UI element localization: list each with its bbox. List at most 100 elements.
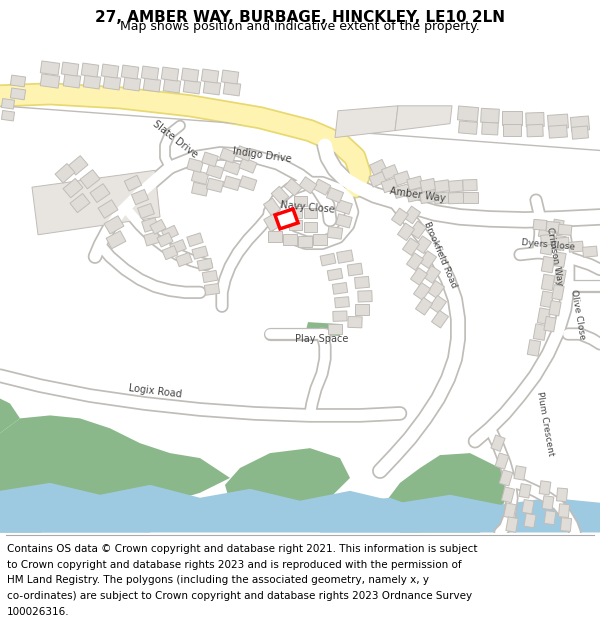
Polygon shape <box>533 324 547 341</box>
Polygon shape <box>448 192 464 204</box>
Polygon shape <box>1 111 14 121</box>
Polygon shape <box>1 99 14 109</box>
Polygon shape <box>333 311 347 321</box>
Polygon shape <box>61 62 79 76</box>
Polygon shape <box>80 169 100 189</box>
Text: HM Land Registry. The polygons (including the associated geometry, namely x, y: HM Land Registry. The polygons (includin… <box>7 576 429 586</box>
Polygon shape <box>55 164 75 183</box>
Polygon shape <box>554 237 569 248</box>
Polygon shape <box>144 232 160 246</box>
Polygon shape <box>202 271 218 282</box>
Polygon shape <box>415 298 433 315</box>
Polygon shape <box>305 322 342 336</box>
Polygon shape <box>63 179 83 198</box>
Polygon shape <box>304 222 317 232</box>
Text: 27, AMBER WAY, BURBAGE, HINCKLEY, LE10 2LN: 27, AMBER WAY, BURBAGE, HINCKLEY, LE10 2… <box>95 10 505 25</box>
Polygon shape <box>355 276 370 289</box>
Polygon shape <box>556 488 568 502</box>
Polygon shape <box>499 470 513 486</box>
Polygon shape <box>526 112 544 127</box>
Polygon shape <box>495 453 509 469</box>
Polygon shape <box>503 124 521 136</box>
Polygon shape <box>420 191 436 204</box>
Polygon shape <box>32 170 160 235</box>
Polygon shape <box>163 79 181 93</box>
Text: Navy Close: Navy Close <box>280 199 335 214</box>
Polygon shape <box>239 176 257 191</box>
Polygon shape <box>347 263 362 276</box>
Polygon shape <box>123 77 141 91</box>
Polygon shape <box>142 217 158 232</box>
Polygon shape <box>320 253 336 266</box>
Polygon shape <box>106 231 126 249</box>
Polygon shape <box>395 106 452 131</box>
Text: Dyers Close: Dyers Close <box>521 238 575 251</box>
Polygon shape <box>434 180 449 192</box>
Polygon shape <box>201 69 219 83</box>
Polygon shape <box>552 284 564 300</box>
Polygon shape <box>187 233 203 247</box>
Polygon shape <box>335 199 352 214</box>
Polygon shape <box>434 192 450 204</box>
Text: Indigo Drive: Indigo Drive <box>232 146 292 164</box>
Polygon shape <box>0 512 30 532</box>
Polygon shape <box>264 214 280 232</box>
Polygon shape <box>70 194 90 213</box>
Polygon shape <box>409 221 427 239</box>
Polygon shape <box>457 106 479 121</box>
Polygon shape <box>98 200 118 218</box>
Polygon shape <box>533 219 547 231</box>
Polygon shape <box>223 159 241 175</box>
Polygon shape <box>502 111 522 124</box>
Polygon shape <box>203 81 221 95</box>
Polygon shape <box>560 518 572 531</box>
Polygon shape <box>558 224 572 236</box>
Polygon shape <box>524 513 536 528</box>
Polygon shape <box>68 156 88 175</box>
Polygon shape <box>541 274 555 291</box>
Polygon shape <box>40 74 60 88</box>
Polygon shape <box>335 297 349 308</box>
Polygon shape <box>191 182 208 196</box>
Polygon shape <box>161 67 179 81</box>
Polygon shape <box>161 226 178 240</box>
Polygon shape <box>554 269 566 284</box>
Polygon shape <box>310 498 430 532</box>
Polygon shape <box>403 206 421 224</box>
Polygon shape <box>407 188 424 202</box>
Polygon shape <box>221 70 239 84</box>
Polygon shape <box>181 68 199 82</box>
Polygon shape <box>183 80 201 94</box>
Polygon shape <box>289 208 302 218</box>
Polygon shape <box>157 232 173 247</box>
Polygon shape <box>394 184 410 198</box>
Polygon shape <box>424 266 440 283</box>
Polygon shape <box>137 204 154 219</box>
Polygon shape <box>482 122 499 135</box>
Polygon shape <box>101 64 119 78</box>
Polygon shape <box>410 268 428 285</box>
Polygon shape <box>143 78 161 92</box>
Polygon shape <box>397 223 415 241</box>
Polygon shape <box>548 114 568 129</box>
Polygon shape <box>427 281 445 298</box>
Polygon shape <box>235 146 253 161</box>
Polygon shape <box>336 214 352 228</box>
Polygon shape <box>503 503 517 519</box>
Polygon shape <box>549 301 561 316</box>
Polygon shape <box>313 234 327 245</box>
Polygon shape <box>191 170 209 184</box>
Polygon shape <box>403 238 419 256</box>
Polygon shape <box>10 75 26 87</box>
Polygon shape <box>415 236 431 254</box>
Polygon shape <box>223 82 241 96</box>
Text: to Crown copyright and database rights 2023 and is reproduced with the permissio: to Crown copyright and database rights 2… <box>7 559 462 569</box>
Polygon shape <box>275 209 298 229</box>
Polygon shape <box>40 61 60 75</box>
Polygon shape <box>382 164 398 180</box>
Polygon shape <box>103 76 121 90</box>
Polygon shape <box>298 236 312 248</box>
Polygon shape <box>431 311 449 328</box>
Polygon shape <box>522 499 534 514</box>
Polygon shape <box>544 316 556 332</box>
